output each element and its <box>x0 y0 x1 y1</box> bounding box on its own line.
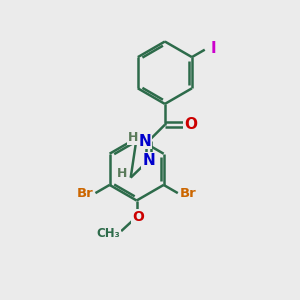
Text: CH₃: CH₃ <box>97 227 121 240</box>
Text: O: O <box>184 117 197 132</box>
Text: I: I <box>210 41 216 56</box>
Text: Br: Br <box>77 187 93 200</box>
Text: Br: Br <box>180 187 196 200</box>
Text: H: H <box>117 167 127 180</box>
Text: H: H <box>128 131 138 144</box>
Text: N: N <box>142 153 155 168</box>
Text: O: O <box>132 210 144 224</box>
Text: N: N <box>139 134 151 148</box>
